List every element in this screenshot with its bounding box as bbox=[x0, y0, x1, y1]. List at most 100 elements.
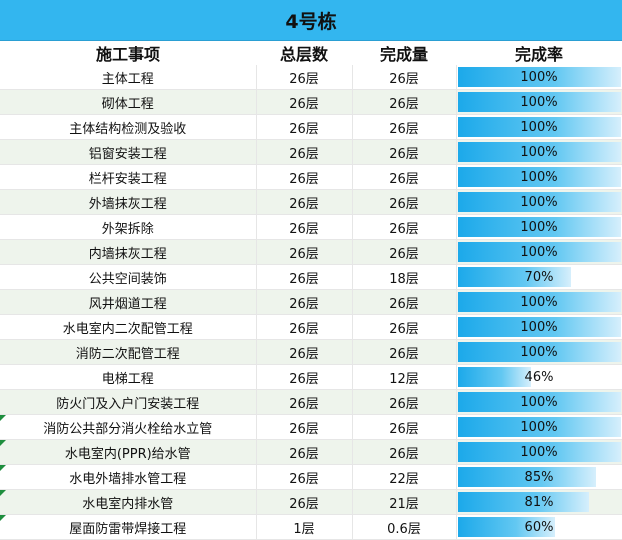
cell-total-floors[interactable]: 26层 bbox=[256, 114, 353, 140]
cell-item[interactable]: 防火门及入户门安装工程 bbox=[0, 389, 257, 415]
cell-completed[interactable]: 12层 bbox=[352, 364, 457, 390]
rate-label: 60% bbox=[524, 519, 554, 535]
cell-rate[interactable]: 100% bbox=[456, 339, 622, 365]
cell-item[interactable]: 水电室内(PPR)给水管 bbox=[0, 439, 257, 465]
table-row: 铝窗安装工程 26层 26层 100% bbox=[0, 139, 622, 165]
cell-total-floors[interactable]: 26层 bbox=[256, 139, 353, 165]
column-header-item[interactable]: 施工事项 bbox=[0, 41, 256, 65]
column-header-completed[interactable]: 完成量 bbox=[352, 41, 456, 65]
cell-completed[interactable]: 26层 bbox=[352, 214, 457, 240]
cell-rate[interactable]: 100% bbox=[456, 239, 622, 265]
cell-total-floors[interactable]: 26层 bbox=[256, 214, 353, 240]
cell-total-floors[interactable]: 26层 bbox=[256, 239, 353, 265]
cell-rate[interactable]: 100% bbox=[456, 314, 622, 340]
table-row: 风井烟道工程 26层 26层 100% bbox=[0, 289, 622, 315]
progress-bar bbox=[457, 142, 621, 162]
cell-item[interactable]: 铝窗安装工程 bbox=[0, 139, 257, 165]
table-row: 砌体工程 26层 26层 100% bbox=[0, 89, 622, 115]
cell-completed[interactable]: 26层 bbox=[352, 189, 457, 215]
cell-item[interactable]: 屋面防雷带焊接工程 bbox=[0, 514, 257, 540]
cell-completed[interactable]: 26层 bbox=[352, 139, 457, 165]
cell-completed[interactable]: 26层 bbox=[352, 339, 457, 365]
cell-item[interactable]: 水电室内二次配管工程 bbox=[0, 314, 257, 340]
table-row: 外架拆除 26层 26层 100% bbox=[0, 214, 622, 240]
cell-item[interactable]: 内墙抹灰工程 bbox=[0, 239, 257, 265]
cell-rate[interactable]: 100% bbox=[456, 89, 622, 115]
cell-total-floors[interactable]: 26层 bbox=[256, 464, 353, 490]
cell-completed[interactable]: 26层 bbox=[352, 114, 457, 140]
cell-total-floors[interactable]: 1层 bbox=[256, 514, 353, 540]
table-row: 屋面防雷带焊接工程 1层 0.6层 60% bbox=[0, 514, 622, 540]
cell-total-floors[interactable]: 26层 bbox=[256, 89, 353, 115]
cell-item[interactable]: 主体结构检测及验收 bbox=[0, 114, 257, 140]
table-row: 防火门及入户门安装工程 26层 26层 100% bbox=[0, 389, 622, 415]
cell-rate[interactable]: 100% bbox=[456, 164, 622, 190]
cell-item[interactable]: 外墙抹灰工程 bbox=[0, 189, 257, 215]
sheet-title: 4号栋 bbox=[0, 0, 622, 41]
cell-item[interactable]: 水电室内排水管 bbox=[0, 489, 257, 515]
cell-completed[interactable]: 26层 bbox=[352, 314, 457, 340]
progress-bar bbox=[457, 292, 621, 312]
cell-rate[interactable]: 100% bbox=[456, 139, 622, 165]
cell-item[interactable]: 风井烟道工程 bbox=[0, 289, 257, 315]
progress-bar bbox=[457, 267, 571, 287]
cell-item[interactable]: 水电外墙排水管工程 bbox=[0, 464, 257, 490]
cell-total-floors[interactable]: 26层 bbox=[256, 439, 353, 465]
cell-completed[interactable]: 26层 bbox=[352, 389, 457, 415]
rate-label: 100% bbox=[520, 94, 558, 110]
cell-rate[interactable]: 100% bbox=[456, 389, 622, 415]
cell-rate[interactable]: 100% bbox=[456, 189, 622, 215]
cell-rate[interactable]: 70% bbox=[456, 264, 622, 290]
progress-bar bbox=[457, 117, 621, 137]
rate-label: 100% bbox=[520, 419, 558, 435]
cell-rate[interactable]: 100% bbox=[456, 114, 622, 140]
cell-rate[interactable]: 85% bbox=[456, 464, 622, 490]
cell-total-floors[interactable]: 26层 bbox=[256, 389, 353, 415]
cell-item[interactable]: 栏杆安装工程 bbox=[0, 164, 257, 190]
cell-total-floors[interactable]: 26层 bbox=[256, 65, 353, 90]
rate-label: 100% bbox=[520, 219, 558, 235]
cell-rate[interactable]: 100% bbox=[456, 289, 622, 315]
cell-total-floors[interactable]: 26层 bbox=[256, 339, 353, 365]
cell-completed[interactable]: 0.6层 bbox=[352, 514, 457, 540]
cell-completed[interactable]: 26层 bbox=[352, 289, 457, 315]
cell-total-floors[interactable]: 26层 bbox=[256, 364, 353, 390]
cell-completed[interactable]: 26层 bbox=[352, 414, 457, 440]
cell-item[interactable]: 外架拆除 bbox=[0, 214, 257, 240]
table-row: 电梯工程 26层 12层 46% bbox=[0, 364, 622, 390]
cell-total-floors[interactable]: 26层 bbox=[256, 164, 353, 190]
cell-rate[interactable]: 60% bbox=[456, 514, 622, 540]
cell-total-floors[interactable]: 26层 bbox=[256, 489, 353, 515]
progress-bar bbox=[457, 317, 621, 337]
cell-rate[interactable]: 100% bbox=[456, 214, 622, 240]
cell-completed[interactable]: 26层 bbox=[352, 65, 457, 90]
table-row: 水电室内二次配管工程 26层 26层 100% bbox=[0, 314, 622, 340]
progress-bar bbox=[457, 442, 621, 462]
cell-item[interactable]: 主体工程 bbox=[0, 65, 257, 90]
cell-completed[interactable]: 26层 bbox=[352, 89, 457, 115]
cell-completed[interactable]: 26层 bbox=[352, 439, 457, 465]
cell-completed[interactable]: 22层 bbox=[352, 464, 457, 490]
cell-rate[interactable]: 46% bbox=[456, 364, 622, 390]
cell-item[interactable]: 电梯工程 bbox=[0, 364, 257, 390]
cell-item[interactable]: 公共空间装饰 bbox=[0, 264, 257, 290]
header-row: 施工事项 总层数 完成量 完成率 bbox=[0, 41, 622, 65]
cell-rate[interactable]: 100% bbox=[456, 65, 622, 90]
cell-total-floors[interactable]: 26层 bbox=[256, 264, 353, 290]
cell-total-floors[interactable]: 26层 bbox=[256, 189, 353, 215]
cell-item[interactable]: 消防公共部分消火栓给水立管 bbox=[0, 414, 257, 440]
column-header-total-floors[interactable]: 总层数 bbox=[256, 41, 352, 65]
cell-rate[interactable]: 100% bbox=[456, 414, 622, 440]
cell-rate[interactable]: 100% bbox=[456, 439, 622, 465]
cell-completed[interactable]: 21层 bbox=[352, 489, 457, 515]
column-header-rate[interactable]: 完成率 bbox=[456, 41, 622, 65]
cell-item[interactable]: 砌体工程 bbox=[0, 89, 257, 115]
cell-rate[interactable]: 81% bbox=[456, 489, 622, 515]
cell-item[interactable]: 消防二次配管工程 bbox=[0, 339, 257, 365]
cell-total-floors[interactable]: 26层 bbox=[256, 289, 353, 315]
cell-completed[interactable]: 26层 bbox=[352, 239, 457, 265]
cell-total-floors[interactable]: 26层 bbox=[256, 414, 353, 440]
cell-completed[interactable]: 26层 bbox=[352, 164, 457, 190]
cell-total-floors[interactable]: 26层 bbox=[256, 314, 353, 340]
cell-completed[interactable]: 18层 bbox=[352, 264, 457, 290]
